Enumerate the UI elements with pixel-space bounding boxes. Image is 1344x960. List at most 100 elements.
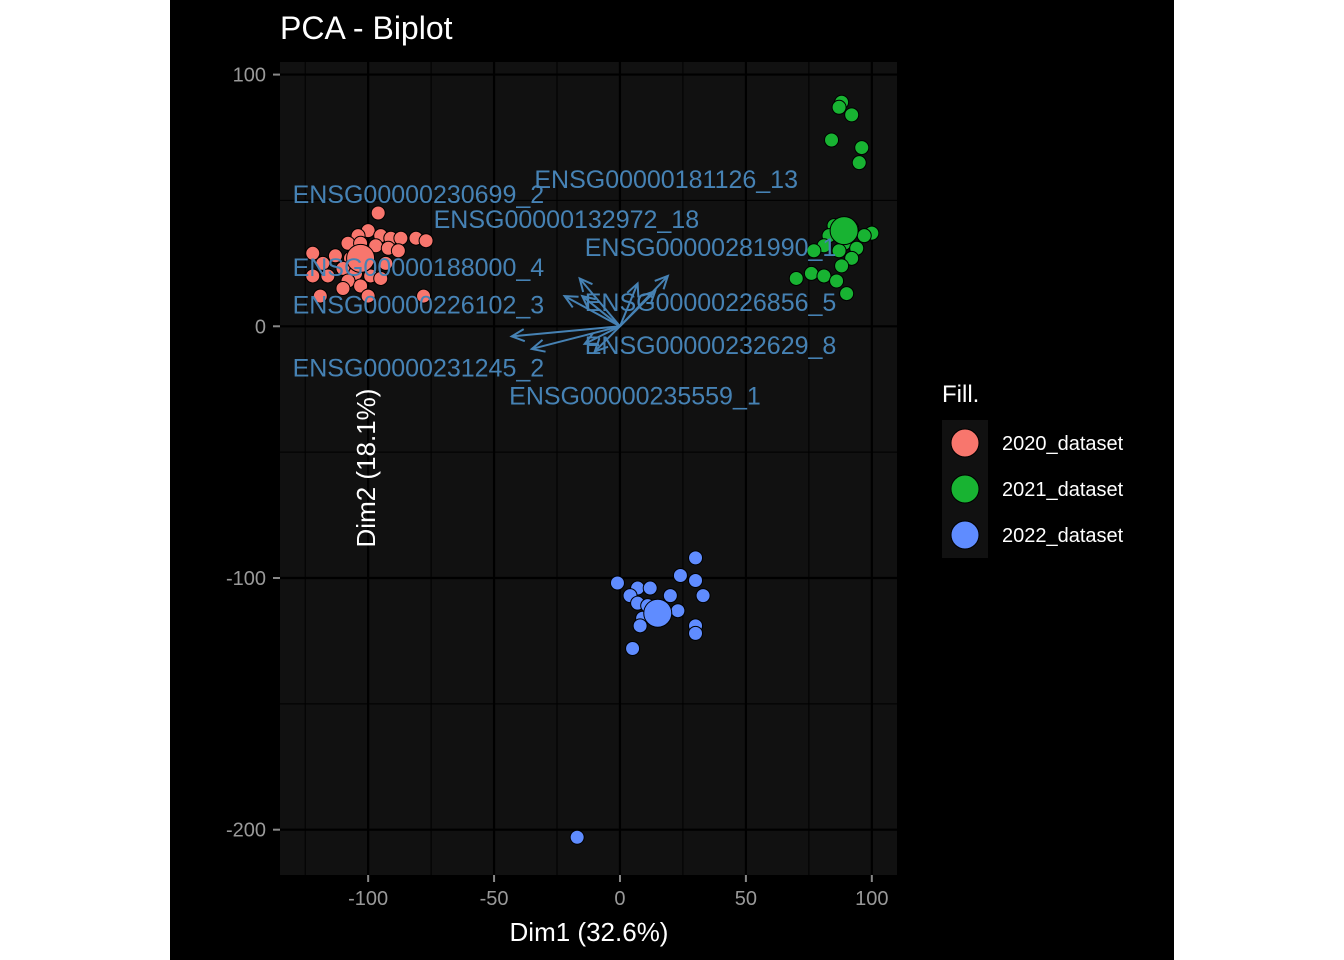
data-point <box>806 243 822 259</box>
data-point <box>393 230 409 246</box>
series-2021_dataset <box>788 94 880 302</box>
variable-label: ENSG00000226102_3 <box>293 292 545 320</box>
series-2020_dataset <box>305 205 434 304</box>
data-point <box>320 268 336 284</box>
data-point <box>670 603 686 619</box>
arrow-head <box>654 274 670 290</box>
variable-label: ENSG00000232629_8 <box>585 332 837 360</box>
data-point <box>695 588 711 604</box>
data-point <box>312 288 328 304</box>
legend-items: 2020_dataset 2021_dataset 2022_dataset <box>942 420 1124 558</box>
variable-label: ENSG00000132972_18 <box>434 206 700 234</box>
data-point <box>834 258 850 274</box>
arrow-head <box>626 281 640 298</box>
arrow-shaft <box>594 325 621 353</box>
arrow-head <box>593 337 609 354</box>
variable-arrow <box>582 325 621 345</box>
data-point <box>390 243 406 259</box>
data-point <box>335 281 351 297</box>
legend-key <box>950 428 980 458</box>
data-point <box>788 270 804 286</box>
arrow-head <box>529 339 546 353</box>
data-point <box>688 625 704 641</box>
data-point <box>829 273 845 289</box>
group-centroid <box>829 216 859 246</box>
variable-arrow <box>619 289 657 327</box>
data-point <box>315 255 331 271</box>
variable-label: ENSG00000226856_5 <box>585 289 837 317</box>
legend: Fill. 2020_dataset 2021_dataset 2022_datas… <box>942 381 1124 558</box>
y-tick-label: -100 <box>226 568 266 590</box>
arrow-shaft <box>619 283 639 327</box>
variable-arrow <box>619 281 640 327</box>
x-tick-label: -100 <box>348 888 388 910</box>
data-point <box>642 580 658 596</box>
data-points <box>305 94 880 845</box>
data-point <box>824 132 840 148</box>
data-point <box>839 286 855 302</box>
arrow-shaft <box>581 295 621 328</box>
series-2022_dataset <box>569 550 711 845</box>
data-point <box>851 155 867 171</box>
variable-arrow <box>529 325 621 353</box>
arrow-head <box>562 294 579 309</box>
data-point <box>305 245 321 261</box>
plot-panel <box>280 62 897 875</box>
data-point <box>353 278 369 294</box>
arrow-head <box>641 289 657 305</box>
data-point <box>416 288 432 304</box>
data-point <box>632 618 648 634</box>
y-axis-ticks: 100 0 -100 -200 <box>226 65 280 842</box>
arrow-shaft <box>584 325 621 345</box>
legend-label: 2020_dataset <box>1002 433 1124 455</box>
variable-arrow <box>578 276 621 327</box>
data-point <box>662 588 678 604</box>
x-tick-label: -50 <box>480 888 509 910</box>
x-tick-label: 0 <box>614 888 625 910</box>
grid-minor <box>280 62 897 875</box>
x-tick-label: 50 <box>735 888 757 910</box>
data-point <box>856 228 872 244</box>
arrow-head <box>580 294 597 310</box>
grid-major <box>280 62 897 875</box>
pca-biplot-svg: PCA - Biplot -100 -50 0 50 100 1000-100-200 … <box>226 10 1124 947</box>
group-centroid <box>346 243 376 273</box>
arrow-shaft <box>531 325 621 350</box>
variable-arrow <box>593 325 621 354</box>
arrow-shaft <box>511 325 621 338</box>
arrow-head <box>509 328 526 343</box>
data-point <box>816 268 832 284</box>
variable-arrow <box>562 294 621 328</box>
data-point <box>844 107 860 123</box>
group-centroid <box>643 598 673 628</box>
data-point <box>803 265 819 281</box>
data-point <box>609 575 625 591</box>
data-point <box>360 288 376 304</box>
data-point <box>625 640 641 656</box>
variable-arrow <box>580 294 621 328</box>
y-tick-label: -200 <box>226 820 266 842</box>
data-point <box>569 829 585 845</box>
data-point <box>688 550 704 566</box>
variable-label: ENSG00000231245_2 <box>293 355 545 383</box>
data-point <box>327 248 343 264</box>
data-point <box>672 567 688 583</box>
data-point <box>370 205 386 221</box>
data-point <box>378 255 394 271</box>
x-tick-label: 100 <box>855 888 888 910</box>
variable-arrow <box>509 325 621 343</box>
data-point <box>305 268 321 284</box>
legend-key <box>950 474 980 504</box>
data-point <box>854 140 870 156</box>
legend-label: 2021_dataset <box>1002 479 1124 501</box>
variable-label: ENSG00000235559_1 <box>509 382 761 410</box>
y-tick-label: 0 <box>255 316 266 338</box>
variable-label: ENSG00000188000_4 <box>293 254 545 282</box>
data-point <box>373 270 389 286</box>
y-axis-label: Dim2 (18.1%) <box>351 389 381 548</box>
data-point <box>831 99 847 115</box>
arrow-shaft <box>564 295 621 328</box>
data-point <box>418 233 434 249</box>
arrow-shaft <box>578 277 621 327</box>
y-tick-label: 100 <box>233 65 266 87</box>
